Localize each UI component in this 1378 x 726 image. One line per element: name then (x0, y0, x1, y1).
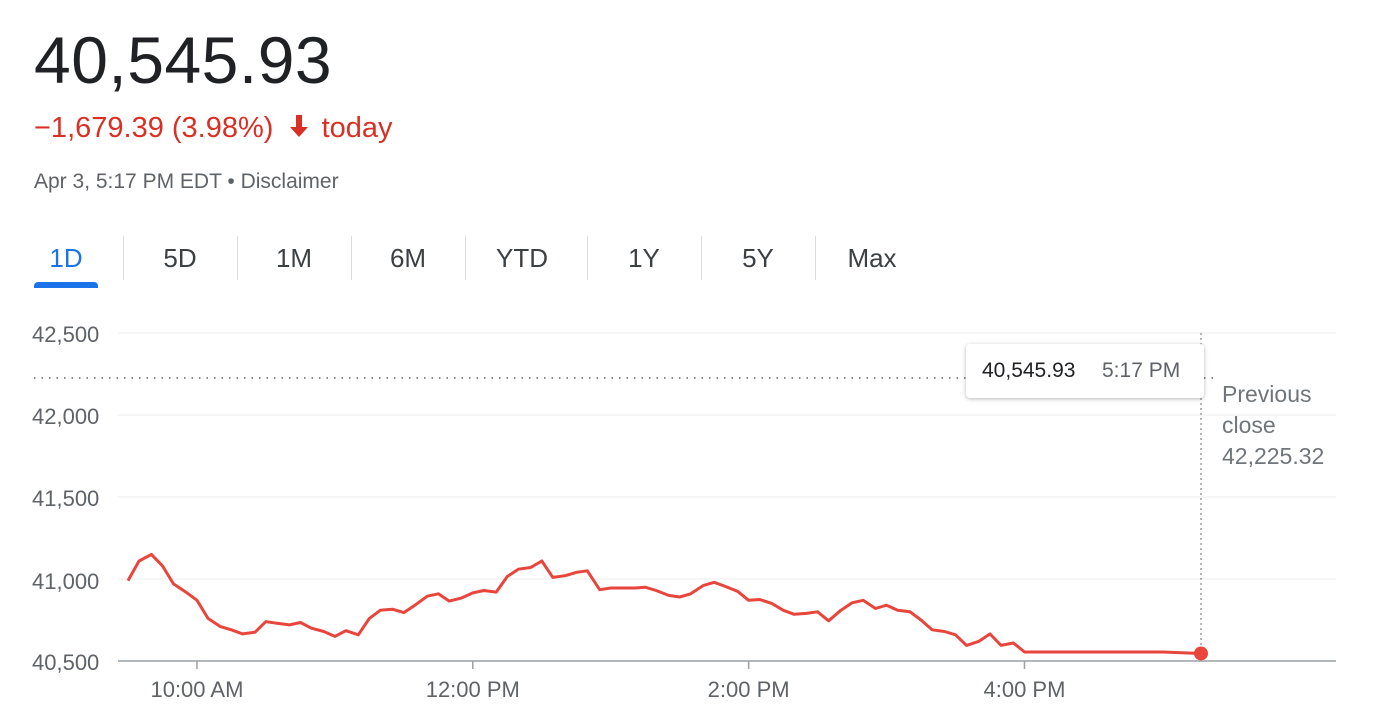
tab-divider (465, 236, 466, 280)
x-axis: 10:00 AM 12:00 PM 2:00 PM 4:00 PM (150, 661, 1065, 702)
series-line (126, 552, 1202, 655)
last-value-point[interactable] (1194, 646, 1208, 661)
change-percent: (3.98%) (171, 112, 274, 144)
disclaimer-link[interactable]: Disclaimer (240, 170, 339, 193)
tab-ytd[interactable]: YTD (496, 243, 548, 273)
tab-5d[interactable]: 5D (163, 243, 197, 273)
previous-close-label-line2: close (1222, 412, 1276, 438)
timestamp: Apr 3, 5:17 PM EDT (34, 170, 222, 193)
active-tab-indicator (34, 282, 98, 288)
change-value: −1,679.39 (34, 112, 164, 144)
x-tick-label: 10:00 AM (150, 677, 243, 702)
y-axis: 42,500 42,000 41,500 41,000 40,500 (32, 322, 99, 675)
tab-divider (123, 236, 124, 280)
tab-1y[interactable]: 1Y (628, 243, 660, 273)
timestamp-line: Apr 3, 5:17 PM EDT • Disclaimer (34, 168, 339, 196)
y-tick-label: 42,500 (32, 322, 99, 347)
price-change: −1,679.39 (3.98%) today (34, 110, 393, 147)
arrow-down-icon (288, 111, 310, 147)
tooltip-time: 5:17 PM (1102, 359, 1181, 382)
range-tabs: 1D 5D 1M 6M YTD 1Y 5Y Max (34, 230, 1034, 288)
tab-divider (237, 236, 238, 280)
x-tick-label: 2:00 PM (708, 677, 790, 702)
current-price: 40,545.93 (34, 23, 333, 97)
change-period: today (321, 112, 393, 144)
previous-close-value: 42,225.32 (1222, 443, 1324, 469)
y-tick-label: 40,500 (32, 650, 99, 675)
tab-1m[interactable]: 1M (275, 243, 313, 273)
x-tick-label: 12:00 PM (426, 677, 520, 702)
tab-1d[interactable]: 1D (34, 230, 98, 288)
tab-6m[interactable]: 6M (389, 243, 427, 273)
hover-tooltip: 40,545.93 5:17 PM (966, 344, 1204, 398)
tab-divider (815, 236, 816, 280)
tab-max[interactable]: Max (847, 243, 897, 273)
tab-divider (701, 236, 702, 280)
chart-gridlines (118, 332, 1336, 580)
tooltip-value: 40,545.93 (982, 359, 1076, 382)
y-tick-label: 42,000 (32, 404, 99, 429)
previous-close-label-line1: Previous (1222, 381, 1311, 407)
y-tick-label: 41,000 (32, 569, 99, 594)
y-tick-label: 41,500 (32, 486, 99, 511)
tab-5y[interactable]: 5Y (742, 243, 774, 273)
x-tick-label: 4:00 PM (983, 677, 1065, 702)
tab-divider (587, 236, 588, 280)
tab-divider (351, 236, 352, 280)
previous-close-label: Previous close 42,225.32 (1222, 381, 1324, 469)
separator: • (227, 170, 235, 193)
